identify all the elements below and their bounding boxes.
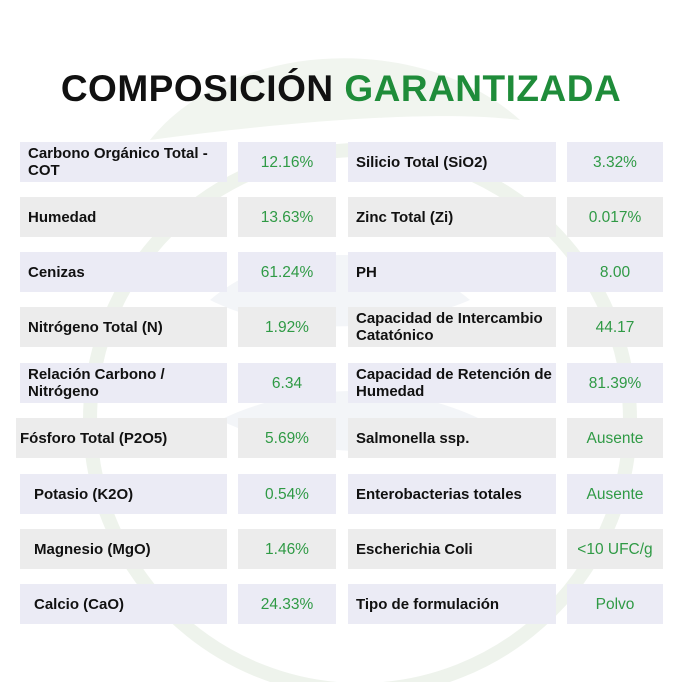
right-row-3-value: 8.00	[567, 252, 663, 292]
left-row-6-value: 5.69%	[238, 418, 336, 458]
left-row-5-label: Relación Carbono / Nitrógeno	[20, 363, 227, 403]
left-row-2-label: Humedad	[20, 197, 227, 237]
left-row-8-label: Magnesio (MgO)	[20, 529, 227, 569]
right-row-9-label: Tipo de formulación	[348, 584, 556, 624]
left-row-7-value: 0.54%	[238, 474, 336, 514]
right-row-9-value: Polvo	[567, 584, 663, 624]
right-row-7-label: Enterobacterias totales	[348, 474, 556, 514]
left-row-4-label: Nitrógeno Total (N)	[20, 307, 227, 347]
left-row-1-label: Carbono Orgánico Total - COT	[20, 142, 227, 182]
left-row-5-value: 6.34	[238, 363, 336, 403]
right-row-5-value: 81.39%	[567, 363, 663, 403]
right-row-3-label: PH	[348, 252, 556, 292]
right-row-2-label: Zinc Total (Zi)	[348, 197, 556, 237]
right-row-1-value: 3.32%	[567, 142, 663, 182]
right-row-4-label: Capacidad de Intercambio Catatónico	[348, 307, 556, 347]
right-row-5-label: Capacidad de Retención de Humedad	[348, 363, 556, 403]
left-row-3-label: Cenizas	[20, 252, 227, 292]
title-part-green: GARANTIZADA	[344, 68, 622, 109]
left-row-2-value: 13.63%	[238, 197, 336, 237]
right-row-8-value: <10 UFC/g	[567, 529, 663, 569]
right-row-6-label: Salmonella ssp.	[348, 418, 556, 458]
left-row-7-label: Potasio (K2O)	[20, 474, 227, 514]
left-row-6-label: Fósforo Total (P2O5)	[16, 418, 227, 458]
left-row-3-value: 61.24%	[238, 252, 336, 292]
right-row-6-value: Ausente	[567, 418, 663, 458]
right-row-8-label: Escherichia Coli	[348, 529, 556, 569]
right-row-7-value: Ausente	[567, 474, 663, 514]
left-row-8-value: 1.46%	[238, 529, 336, 569]
left-row-1-value: 12.16%	[238, 142, 336, 182]
right-row-1-label: Silicio Total (SiO2)	[348, 142, 556, 182]
left-row-9-label: Calcio (CaO)	[20, 584, 227, 624]
right-row-2-value: 0.017%	[567, 197, 663, 237]
title-part-black: COMPOSICIÓN	[60, 68, 334, 109]
right-row-4-value: 44.17	[567, 307, 663, 347]
left-row-9-value: 24.33%	[238, 584, 336, 624]
page-title: COMPOSICIÓN GARANTIZADA	[0, 68, 682, 110]
left-row-4-value: 1.92%	[238, 307, 336, 347]
